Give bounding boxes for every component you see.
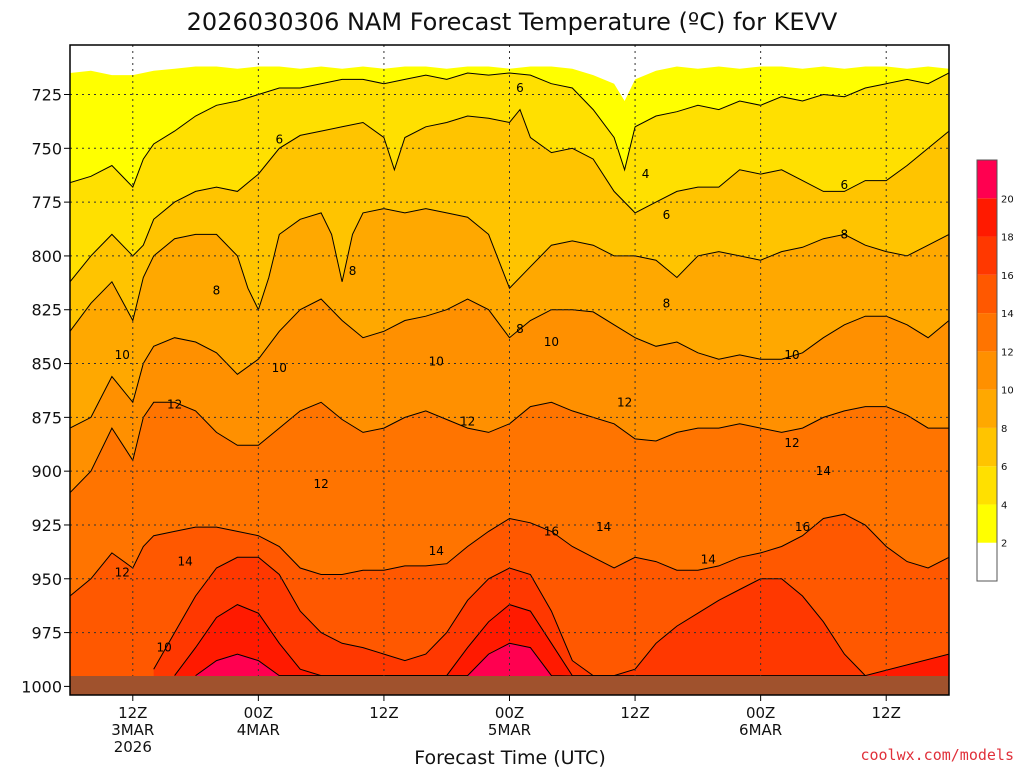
plot-area: 6 6 4 6 6 8 8 8 8 8 10 10 10 10 10 12 12 12 12 12 14 14 16 16 14… (70, 45, 949, 695)
contour-label: 10 (157, 641, 172, 655)
contour-label-layer: 6 6 4 6 6 8 8 8 8 8 10 10 10 10 10 12 12 12 12 12 14 14 16 16 14… (115, 81, 848, 655)
credit-text[interactable]: coolwx.com/models (860, 746, 1014, 764)
contour-label: 12 (617, 395, 632, 409)
y-tick-label: 750 (31, 139, 62, 158)
colorbar-swatch (977, 160, 997, 199)
x-tick-label: 6MAR (739, 721, 782, 739)
contour-label: 4 (642, 167, 650, 181)
colorbar-tick-label: 8 (1001, 424, 1007, 435)
ground-surface (70, 676, 949, 695)
contour-label: 6 (663, 208, 671, 222)
isotherm-line-layer (70, 72, 949, 683)
colorbar-swatch (977, 504, 997, 543)
contour-label: 8 (841, 227, 849, 241)
x-tick-label: 00Z (495, 704, 524, 722)
colorbar-tick-label: 10 (1001, 386, 1014, 397)
contour-label: 8 (213, 283, 221, 297)
y-tick-label: 900 (31, 462, 62, 481)
contour-label: 6 (841, 178, 849, 192)
chart-title: 2026030306 NAM Forecast Temperature (ºC)… (187, 8, 838, 36)
y-tick-label: 775 (31, 193, 62, 212)
colorbar-swatch (977, 466, 997, 505)
isotherm-line-14 (70, 513, 949, 597)
contour-label: 10 (784, 348, 799, 362)
isotherm-line-20 (195, 642, 949, 683)
isotherm-line-8 (70, 208, 949, 332)
colorbar-swatch (977, 427, 997, 467)
contour-label: 12 (784, 436, 799, 450)
x-tick-label: 12Z (369, 704, 398, 722)
contour-label: 14 (701, 552, 716, 566)
temperature-fill-layer (70, 66, 949, 695)
colorbar-swatch (977, 351, 997, 390)
x-tick-label: 12Z (118, 704, 147, 722)
contour-label: 12 (115, 565, 130, 579)
contour-label: 6 (275, 133, 283, 147)
y-tick-label: 800 (31, 247, 62, 266)
colorbar-tick-label: 4 (1001, 500, 1007, 511)
contour-label: 14 (816, 464, 831, 478)
colorbar-frame (976, 159, 998, 582)
contour-label: 14 (177, 555, 192, 569)
contour-label: 14 (596, 520, 611, 534)
y-tick-label: 925 (31, 516, 62, 535)
y-tick-label: 725 (31, 86, 62, 105)
contour-label: 16 (795, 520, 810, 534)
colorbar-swatch (977, 198, 997, 237)
contour-label: 12 (167, 397, 182, 411)
contour-label: 8 (349, 264, 357, 278)
colorbar-tick-label: 16 (1001, 271, 1014, 282)
x-tick-label: 12Z (872, 704, 901, 722)
x-tick-label: 3MAR (111, 721, 154, 739)
x-tick-label: 5MAR (488, 721, 531, 739)
colorbar-swatch (977, 542, 997, 581)
contour-label: 10 (429, 354, 444, 368)
x-tick-label: 00Z (746, 704, 775, 722)
contour-label: 8 (516, 322, 524, 336)
colorbar-swatch (977, 274, 997, 314)
y-tick-label: 825 (31, 301, 62, 320)
contour-label: 12 (460, 415, 475, 429)
x-axis-label: Forecast Time (UTC) (414, 747, 605, 768)
colorbar-tick-label: 6 (1001, 462, 1007, 473)
isotherm-line-12 (70, 401, 949, 494)
y-tick-label: 950 (31, 570, 62, 589)
grid-layer (70, 45, 949, 695)
y-tick-label: 1000 (21, 677, 62, 696)
colorbar-tick-label: 20 (1001, 194, 1014, 205)
contour-label: 10 (272, 361, 287, 375)
contour-label: 6 (516, 81, 524, 95)
x-tick-label: 4MAR (237, 721, 280, 739)
y-tick-label: 975 (31, 624, 62, 643)
isotherm-line-4 (70, 72, 949, 189)
y-tick-label: 875 (31, 408, 62, 427)
colorbar-swatch (977, 236, 997, 275)
x-tick-label: 00Z (244, 704, 273, 722)
contour-label: 14 (429, 544, 444, 558)
colorbar-swatch (977, 389, 997, 428)
colorbar-tick-label: 12 (1001, 347, 1014, 358)
colorbar: 2 4 6 8 10 12 14 16 18 20 (976, 159, 1014, 582)
isotherm-line-10 (70, 298, 949, 429)
colorbar-tick-label: 14 (1001, 309, 1014, 320)
colorbar-tick-label: 2 (1001, 539, 1007, 550)
contour-label: 8 (663, 296, 671, 310)
colorbar-swatch (977, 313, 997, 352)
contour-label: 12 (314, 477, 329, 491)
y-axis: 725 750 775 800 825 850 875 900 925 950 975 1000 (21, 86, 70, 696)
x-tick-label: 12Z (620, 704, 649, 722)
x-tick-label: 2026 (114, 738, 152, 756)
isotherm-line-6 (70, 108, 949, 283)
y-tick-label: 850 (31, 355, 62, 374)
contour-label: 10 (115, 348, 130, 362)
contour-label: 10 (544, 335, 559, 349)
contour-label: 16 (544, 524, 559, 538)
colorbar-tick-label: 18 (1001, 233, 1014, 244)
